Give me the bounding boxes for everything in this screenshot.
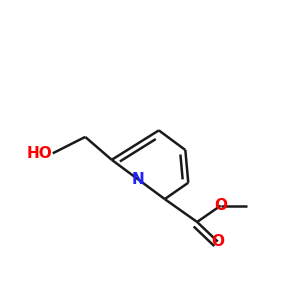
Text: O: O <box>211 234 224 249</box>
Text: HO: HO <box>27 146 53 161</box>
Text: N: N <box>132 172 145 187</box>
Text: O: O <box>214 198 227 213</box>
